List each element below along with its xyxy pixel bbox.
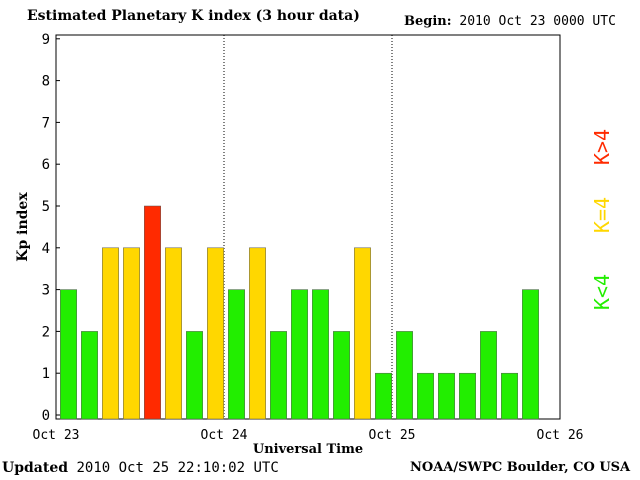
kp-bar xyxy=(333,331,350,420)
y-tick-label: 8 xyxy=(42,74,50,90)
updated-timestamp: Updated 2010 Oct 25 22:10:02 UTC xyxy=(2,460,279,476)
kp-bar xyxy=(123,247,140,420)
kp-bar xyxy=(228,289,245,420)
x-tick-label: Oct 26 xyxy=(537,428,584,443)
kp-bar xyxy=(522,289,539,420)
x-axis-label: Universal Time xyxy=(253,442,363,457)
kp-bar xyxy=(396,331,413,420)
credit: NOAA/SWPC Boulder, CO USA xyxy=(410,460,631,475)
x-axis-ticks: Oct 23 Oct 24 Oct 25 Oct 26 xyxy=(33,428,584,443)
legend-label: K<4 xyxy=(590,274,614,310)
kp-bar xyxy=(312,289,329,420)
updated-value: 2010 Oct 25 22:10:02 UTC xyxy=(76,460,279,476)
kp-bar xyxy=(207,247,224,420)
plot-frame xyxy=(55,34,561,420)
y-tick-label: 3 xyxy=(42,283,50,299)
kp-bar xyxy=(459,372,476,420)
begin-value: 2010 Oct 23 0000 UTC xyxy=(459,14,616,29)
updated-label: Updated xyxy=(2,460,69,476)
kp-bar xyxy=(270,331,287,420)
y-tick-label: 9 xyxy=(42,32,50,48)
legend: K>4 K=4 K<4 xyxy=(590,129,614,310)
kp-bar xyxy=(480,331,497,420)
y-tick-label: 7 xyxy=(42,115,50,131)
x-tick-label: Oct 25 xyxy=(369,428,416,443)
kp-bar xyxy=(249,247,266,420)
y-axis-label: Kp index xyxy=(15,192,31,262)
kp-bar xyxy=(291,289,308,420)
kp-bar xyxy=(81,331,98,420)
kp-bar xyxy=(60,289,77,420)
kp-bar xyxy=(501,372,518,420)
y-tick-label: 4 xyxy=(42,241,50,257)
kp-bar xyxy=(102,247,119,420)
y-tick-label: 1 xyxy=(42,366,50,382)
kp-bar xyxy=(144,205,161,420)
kp-bar xyxy=(354,247,371,420)
y-tick-label: 0 xyxy=(42,408,50,424)
x-tick-label: Oct 23 xyxy=(33,428,80,443)
legend-label: K>4 xyxy=(590,129,614,165)
legend-label: K=4 xyxy=(590,197,614,233)
kp-bar xyxy=(438,372,455,420)
begin-time: Begin: 2010 Oct 23 0000 UTC xyxy=(404,14,616,29)
kp-bar xyxy=(417,372,434,420)
kp-bar xyxy=(186,331,203,420)
bars-group xyxy=(60,205,539,420)
kp-bar xyxy=(375,372,392,420)
begin-label: Begin: xyxy=(404,14,452,29)
y-tick-label: 5 xyxy=(42,199,50,215)
y-tick-label: 2 xyxy=(42,324,50,340)
chart-title: Estimated Planetary K index (3 hour data… xyxy=(27,8,360,24)
day-dividers xyxy=(223,35,393,419)
y-axis-ticks: 0 1 2 3 4 5 6 7 8 9 xyxy=(42,32,60,424)
x-tick-label: Oct 24 xyxy=(201,428,248,443)
kp-bar xyxy=(165,247,182,420)
y-tick-label: 6 xyxy=(42,157,50,173)
